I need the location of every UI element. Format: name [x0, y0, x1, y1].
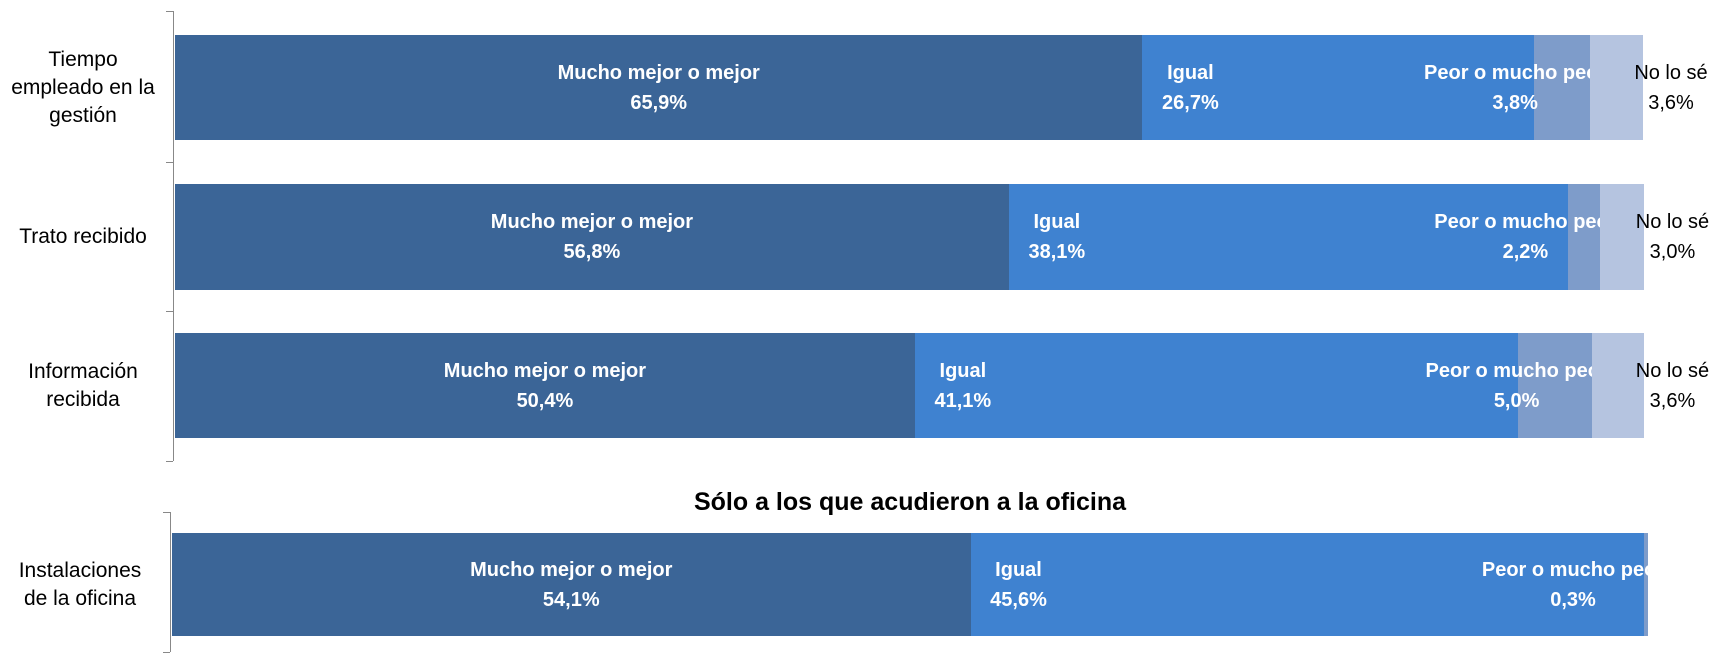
value-label: 56,8%	[563, 241, 621, 263]
data-label: Igual 45,6%	[990, 555, 1047, 615]
axis-line	[170, 512, 171, 652]
bar-segment	[1008, 184, 1569, 290]
segment-name: Mucho mejor o mejor	[470, 558, 673, 581]
axis-tick	[163, 512, 170, 513]
value-label: 3,8%	[1492, 91, 1538, 114]
value-label: 5,0%	[1493, 389, 1540, 412]
value-label: 65,9%	[630, 91, 688, 114]
segment-name: No lo sé	[1635, 359, 1710, 382]
segment-name: Mucho mejor o mejor	[443, 359, 647, 382]
category-label: Tiempo empleado en la gestión	[11, 47, 155, 127]
segment-name: No lo sé	[1635, 211, 1710, 233]
segment-name: Peor o mucho peor	[1425, 359, 1608, 382]
axis-tick	[166, 11, 173, 12]
bar-segment	[1568, 184, 1601, 290]
data-label: Mucho mejor o mejor 54,1%	[470, 555, 672, 615]
bar-segment	[1643, 533, 1648, 636]
chart-title: Sólo a los que acudieron a la oficina	[693, 488, 1127, 516]
value-label: 3,0%	[1649, 241, 1696, 263]
data-label: Igual 26,7%	[1162, 58, 1219, 118]
value-label: 41,1%	[934, 389, 992, 412]
value-label: 2,2%	[1502, 241, 1549, 263]
segment-name: No lo sé	[1634, 61, 1708, 84]
data-label: Igual 41,1%	[935, 356, 992, 416]
data-label: Peor o mucho peor 2,2%	[1434, 207, 1616, 267]
bar-segment	[1590, 35, 1643, 140]
segment-name: Mucho mejor o mejor	[557, 61, 760, 84]
data-label: No lo sé 3,6%	[1636, 356, 1709, 416]
data-label: Peor o mucho peor 0,3%	[1482, 555, 1664, 615]
bar-segment	[175, 184, 1009, 290]
segment-name: Peor o mucho peor	[1434, 211, 1617, 233]
value-label: 38,1%	[1028, 241, 1086, 263]
value-label: 54,1%	[542, 588, 600, 611]
bar-segment	[914, 333, 1519, 438]
data-label: No lo sé 3,6%	[1634, 58, 1707, 118]
value-label: 3,6%	[1649, 389, 1696, 412]
bar-segment	[1142, 35, 1535, 140]
segment-name: Peor o mucho peor	[1424, 61, 1607, 84]
bar-segment	[1534, 35, 1591, 140]
data-label: Peor o mucho peor 3,8%	[1424, 58, 1606, 118]
data-label: Mucho mejor o mejor 56,8%	[491, 207, 693, 267]
segment-name: Igual	[939, 359, 987, 382]
bar-segment	[172, 533, 971, 636]
data-label: Peor o mucho peor 5,0%	[1425, 356, 1607, 416]
segment-name: Mucho mejor o mejor	[490, 211, 694, 233]
axis-tick	[166, 461, 173, 462]
axis-tick	[166, 311, 173, 312]
axis-line	[173, 11, 174, 461]
segment-name: Igual	[1167, 61, 1214, 84]
category-label: Trato recibido	[19, 225, 147, 248]
segment-name: Igual	[995, 558, 1042, 581]
category-label: Instalaciones de la oficina	[18, 558, 142, 610]
bar-segment	[1591, 333, 1645, 438]
segment-name: Igual	[1033, 211, 1081, 233]
data-label: Mucho mejor o mejor 50,4%	[444, 356, 646, 416]
data-label: No lo sé 3,0%	[1636, 207, 1709, 267]
data-label: Igual 38,1%	[1028, 207, 1085, 267]
bar-segment	[175, 35, 1143, 140]
value-label: 50,4%	[516, 389, 574, 412]
value-label: 26,7%	[1162, 91, 1219, 114]
axis-tick	[166, 162, 173, 163]
bar-segment	[1518, 333, 1592, 438]
bar-segment	[1600, 184, 1645, 290]
segment-name: Peor o mucho peor	[1481, 558, 1665, 581]
bar-segment	[970, 533, 1644, 636]
value-label: 0,3%	[1550, 588, 1596, 611]
data-label: Mucho mejor o mejor 65,9%	[558, 58, 760, 118]
value-label: 45,6%	[990, 588, 1047, 611]
bar-segment	[175, 333, 915, 438]
category-label: Información recibida	[28, 359, 138, 411]
value-label: 3,6%	[1648, 91, 1694, 114]
